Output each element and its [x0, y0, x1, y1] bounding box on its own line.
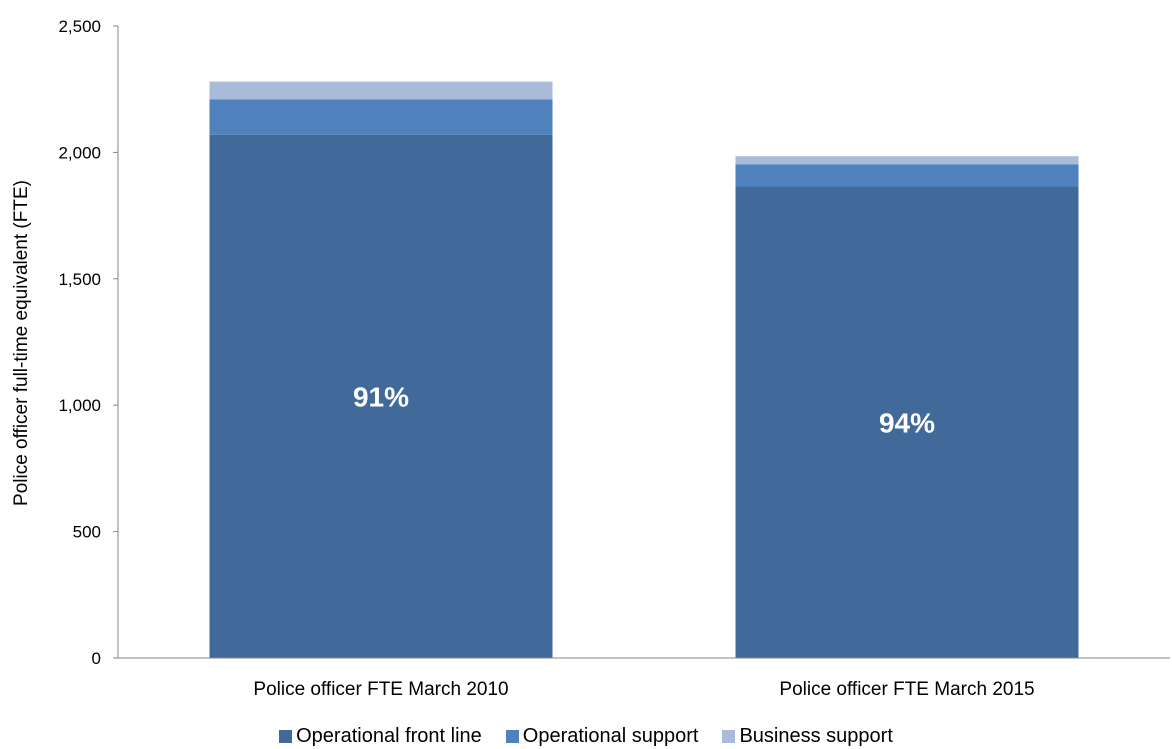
- legend-item: Operational support: [505, 725, 699, 748]
- bar-segment-business-support: [209, 81, 553, 100]
- legend-swatch: [279, 730, 293, 743]
- legend-label: Operational support: [522, 725, 699, 747]
- bars: [209, 81, 1079, 659]
- y-tick-label: 0: [92, 649, 101, 668]
- legend: Operational front line Operational suppor…: [0, 724, 1172, 749]
- y-axis-ticks: 0 500 1,000 1,500 2,000 2,500: [58, 17, 118, 668]
- bar-segment-operational-front-line: [735, 186, 1079, 658]
- x-category-label: Police officer FTE March 2010: [253, 679, 508, 700]
- y-tick-label: 1,500: [58, 270, 101, 289]
- x-category-label: Police officer FTE March 2015: [779, 679, 1034, 700]
- bar-data-label: 91%: [353, 381, 409, 412]
- bar-data-label: 94%: [879, 407, 935, 438]
- legend-swatch: [722, 730, 736, 743]
- legend-label: Operational front line: [296, 725, 482, 747]
- legend-item: Business support: [722, 725, 893, 748]
- legend-swatch: [505, 730, 519, 743]
- bar-segment-operational-front-line: [209, 134, 553, 659]
- bar-segment-operational-support: [735, 164, 1079, 187]
- data-labels: 91% 94%: [353, 381, 935, 438]
- legend-item: Operational front line: [279, 725, 482, 748]
- stacked-bar-chart: 0 500 1,000 1,500 2,000 2,500 91% 94% Police o…: [11, 17, 1170, 700]
- y-tick-label: 1,000: [58, 396, 101, 415]
- bar-segment-business-support: [735, 156, 1079, 165]
- y-tick-label: 500: [73, 523, 101, 542]
- legend-label: Business support: [739, 725, 893, 747]
- y-tick-label: 2,000: [58, 143, 101, 162]
- category-labels: Police officer FTE March 2010 Police offi…: [253, 679, 1034, 700]
- y-tick-label: 2,500: [58, 17, 101, 36]
- y-axis-title: Police officer full-time equivalent (FTE…: [11, 180, 32, 506]
- bar-segment-operational-support: [209, 99, 553, 135]
